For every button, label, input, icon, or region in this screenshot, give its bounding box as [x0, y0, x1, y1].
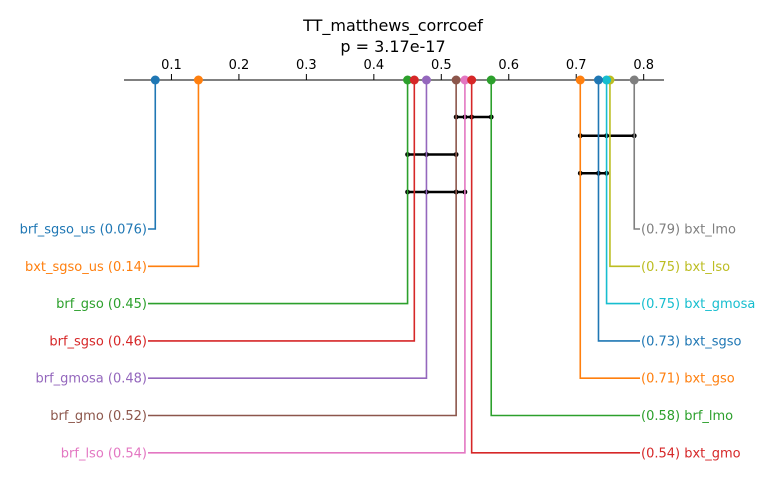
x-tick-label: 0.7 — [566, 58, 587, 73]
method-marker — [150, 75, 160, 85]
method-label: (0.73) bxt_sgso — [641, 334, 742, 349]
method-label: brf_gso (0.45) — [56, 297, 147, 312]
method-leader-line — [633, 80, 640, 230]
method-label: (0.75) bxt_lso — [641, 260, 730, 275]
chart-subtitle: p = 3.17e-17 — [340, 37, 445, 56]
method-label: (0.58) brf_lmo — [641, 409, 733, 424]
x-tick-label: 0.2 — [229, 58, 250, 73]
method-label: bxt_sgso_us (0.14) — [25, 260, 147, 275]
method-marker — [629, 75, 639, 85]
method-marker — [193, 75, 203, 85]
method-label: brf_lso (0.54) — [61, 446, 147, 461]
method-marker — [421, 75, 431, 85]
x-tick-label: 0.1 — [161, 58, 182, 73]
method-label: brf_gmo (0.52) — [50, 409, 147, 424]
method-label: (0.79) bxt_lmo — [641, 223, 736, 238]
x-tick-label: 0.3 — [296, 58, 317, 73]
method-marker — [460, 75, 470, 85]
method-leader-lines — [148, 80, 640, 454]
method-marker — [467, 75, 477, 85]
method-marker — [602, 75, 612, 85]
method-marker — [486, 75, 496, 85]
method-leader-line — [579, 80, 640, 380]
method-leader-line — [148, 80, 157, 230]
method-marker — [451, 75, 461, 85]
method-leader-line — [148, 80, 428, 380]
method-leader-line — [605, 80, 640, 305]
method-leader-line — [148, 80, 200, 268]
method-label: (0.71) bxt_gso — [641, 372, 735, 387]
chart-title: TT_matthews_corrcoef — [302, 16, 483, 36]
method-leader-line — [148, 80, 457, 417]
x-axis-ticks: 0.1 0.2 0.3 0.4 0.5 0.6 0.7 0.8 — [161, 58, 654, 80]
method-label: (0.54) bxt_gmo — [641, 446, 741, 461]
x-tick-label: 0.4 — [363, 58, 384, 73]
method-leader-line — [148, 80, 466, 454]
clique-bars — [405, 114, 637, 195]
method-marker — [593, 75, 603, 85]
x-tick-label: 0.6 — [498, 58, 519, 73]
method-leader-line — [148, 80, 409, 305]
method-marker — [575, 75, 585, 85]
method-leader-line — [470, 80, 640, 454]
method-leader-line — [148, 80, 416, 342]
method-markers — [150, 75, 639, 85]
method-leader-line — [609, 80, 640, 268]
method-label: brf_gmosa (0.48) — [35, 372, 147, 387]
method-label: brf_sgso (0.46) — [49, 334, 147, 349]
method-marker — [409, 75, 419, 85]
method-leader-line — [597, 80, 640, 342]
x-tick-label: 0.8 — [633, 58, 654, 73]
method-label: (0.75) bxt_gmosa — [641, 297, 755, 312]
method-labels: brf_sgso_us (0.076) bxt_sgso_us (0.14) brf… — [20, 223, 756, 462]
method-marker — [403, 75, 413, 85]
method-leader-line — [490, 80, 640, 417]
x-tick-label: 0.5 — [431, 58, 452, 73]
method-label: brf_sgso_us (0.076) — [20, 223, 147, 238]
